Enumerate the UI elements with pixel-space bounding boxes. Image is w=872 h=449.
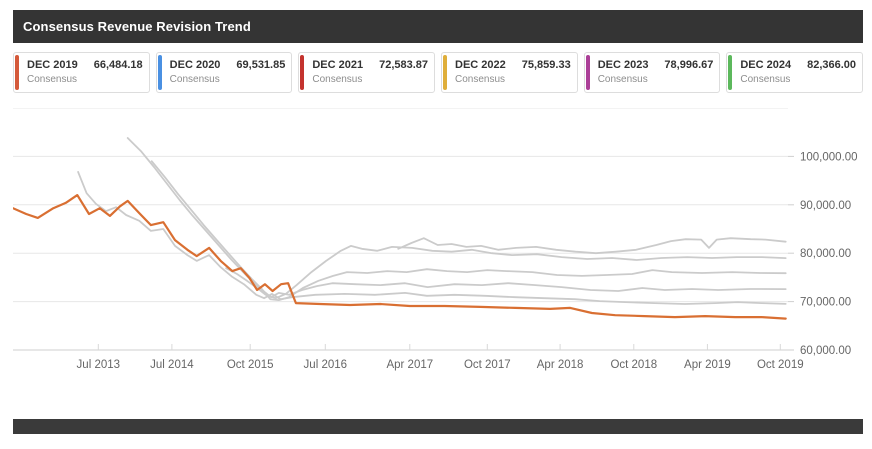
legend-card-dec-2022[interactable]: DEC 2022 75,859.33 Consensus — [441, 52, 578, 93]
legend-period-label: DEC 2019 — [27, 59, 78, 71]
x-tick-label-Apr-2019: Apr 2019 — [684, 359, 731, 371]
legend-value: 75,859.33 — [521, 59, 571, 71]
legend-accent-bar — [300, 55, 305, 90]
x-tick-label-Oct-2018: Oct 2018 — [610, 359, 657, 371]
x-tick-label-Oct-2017: Oct 2017 — [464, 359, 511, 371]
legend-sublabel: Consensus — [27, 74, 78, 85]
x-tick-label-Jul-2016: Jul 2016 — [304, 359, 347, 371]
revision-trend-chart[interactable]: 60,000.00 70,000.00 80,000.00 90,000.00 100,… — [13, 108, 863, 374]
series-lines-group — [13, 137, 787, 320]
legend-period-label: DEC 2022 — [455, 59, 506, 71]
section-header: Consensus Revenue Revision Trend — [13, 10, 863, 43]
x-tick-label-Apr-2017: Apr 2017 — [386, 359, 433, 371]
legend-accent-bar — [15, 55, 19, 90]
x-axis-labels: Jul 2013 Jul 2014 Oct 2015 Jul 2016 Apr 2017… — [77, 344, 804, 371]
legend-period-label: DEC 2020 — [169, 59, 221, 71]
legend-sublabel: Consensus — [597, 74, 648, 85]
legend-value: 78,996.67 — [664, 59, 714, 71]
series-legend: DEC 2019 66,484.18 Consensus DEC 2020 69… — [13, 52, 864, 93]
legend-sublabel: Consensus — [740, 74, 791, 85]
legend-card-dec-2020[interactable]: DEC 2020 69,531.85 Consensus — [155, 52, 293, 93]
legend-period-label: DEC 2021 — [312, 59, 364, 71]
y-tick-label-80000: 80,000.00 — [800, 248, 851, 260]
x-tick-label-Oct-2019: Oct 2019 — [757, 359, 804, 371]
series-line-dec-2024-consensus[interactable] — [397, 237, 787, 255]
legend-accent-bar — [585, 55, 590, 90]
legend-sublabel: Consensus — [169, 74, 220, 85]
legend-accent-bar — [728, 55, 733, 90]
gridlines-group — [13, 108, 794, 351]
series-line-dec-2020-consensus[interactable] — [77, 171, 787, 305]
legend-period-label: DEC 2023 — [597, 59, 649, 71]
legend-value: 69,531.85 — [236, 59, 286, 71]
legend-value: 66,484.18 — [93, 59, 143, 71]
legend-card-dec-2024[interactable]: DEC 2024 82,366.00 Consensus — [726, 52, 864, 93]
y-tick-label-70000: 70,000.00 — [800, 297, 851, 309]
legend-card-dec-2023[interactable]: DEC 2023 78,996.67 Consensus — [583, 52, 721, 93]
legend-period-label: DEC 2024 — [740, 59, 792, 71]
y-tick-label-60000: 60,000.00 — [800, 345, 851, 357]
y-tick-label-100000: 100,000.00 — [800, 151, 858, 163]
legend-card-dec-2019[interactable]: DEC 2019 66,484.18 Consensus — [13, 52, 150, 93]
legend-sublabel: Consensus — [312, 74, 363, 85]
legend-card-dec-2021[interactable]: DEC 2021 72,583.87 Consensus — [298, 52, 436, 93]
legend-value: 72,583.87 — [379, 59, 429, 71]
section-title: Consensus Revenue Revision Trend — [23, 19, 251, 34]
series-line-dec-2023-consensus[interactable] — [225, 244, 787, 300]
series-line-dec-2022-consensus[interactable] — [150, 160, 787, 302]
legend-accent-bar — [157, 55, 162, 90]
y-axis-labels: 60,000.00 70,000.00 80,000.00 90,000.00 100,… — [800, 151, 858, 357]
x-tick-label-Jul-2014: Jul 2014 — [150, 359, 194, 371]
legend-accent-bar — [443, 55, 448, 90]
x-tick-label-Jul-2013: Jul 2013 — [77, 359, 120, 371]
legend-sublabel: Consensus — [455, 74, 506, 85]
y-tick-label-90000: 90,000.00 — [800, 200, 851, 212]
chart-canvas[interactable]: 60,000.00 70,000.00 80,000.00 90,000.00 100,… — [13, 108, 863, 374]
series-line-dec-2019-consensus[interactable] — [13, 193, 787, 320]
x-tick-label-Apr-2018: Apr 2018 — [537, 359, 584, 371]
series-line-dec-2021-consensus[interactable] — [126, 137, 787, 299]
next-section-header-bar — [13, 419, 863, 434]
legend-value: 82,366.00 — [807, 59, 857, 71]
x-tick-label-Oct-2015: Oct 2015 — [227, 359, 274, 371]
